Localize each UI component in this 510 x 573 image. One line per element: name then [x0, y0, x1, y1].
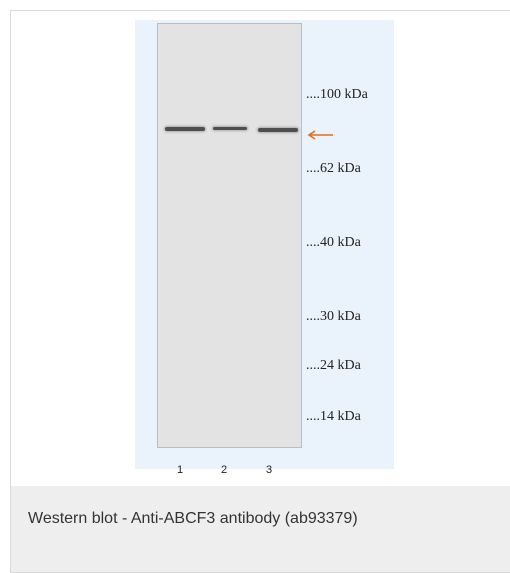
marker-24-kda: ....24 kDa	[306, 358, 361, 373]
band-lane-2	[213, 127, 247, 130]
lane-label-2: 2	[220, 464, 228, 476]
marker-30-kda: ....30 kDa	[306, 309, 361, 324]
marker-40-kda: ....40 kDa	[306, 235, 361, 250]
marker-14-kda: ....14 kDa	[306, 409, 361, 424]
figure-card: 1 2 3 ....100 kDa ....62 kDa ....40 kDa …	[10, 10, 510, 573]
band-lane-3	[258, 128, 298, 132]
arrow-left-icon	[307, 130, 333, 140]
caption-area: Western blot - Anti-ABCF3 antibody (ab93…	[11, 486, 510, 572]
marker-62-kda: ....62 kDa	[306, 161, 361, 176]
western-blot-image[interactable]: 1 2 3 ....100 kDa ....62 kDa ....40 kDa …	[135, 20, 394, 476]
figure-caption: Western blot - Anti-ABCF3 antibody (ab93…	[28, 510, 358, 527]
lane-label-3: 3	[265, 464, 273, 476]
lane-label-1: 1	[176, 464, 184, 476]
blot-membrane	[157, 23, 302, 448]
band-lane-1	[165, 127, 205, 131]
marker-100-kda: ....100 kDa	[306, 87, 368, 102]
